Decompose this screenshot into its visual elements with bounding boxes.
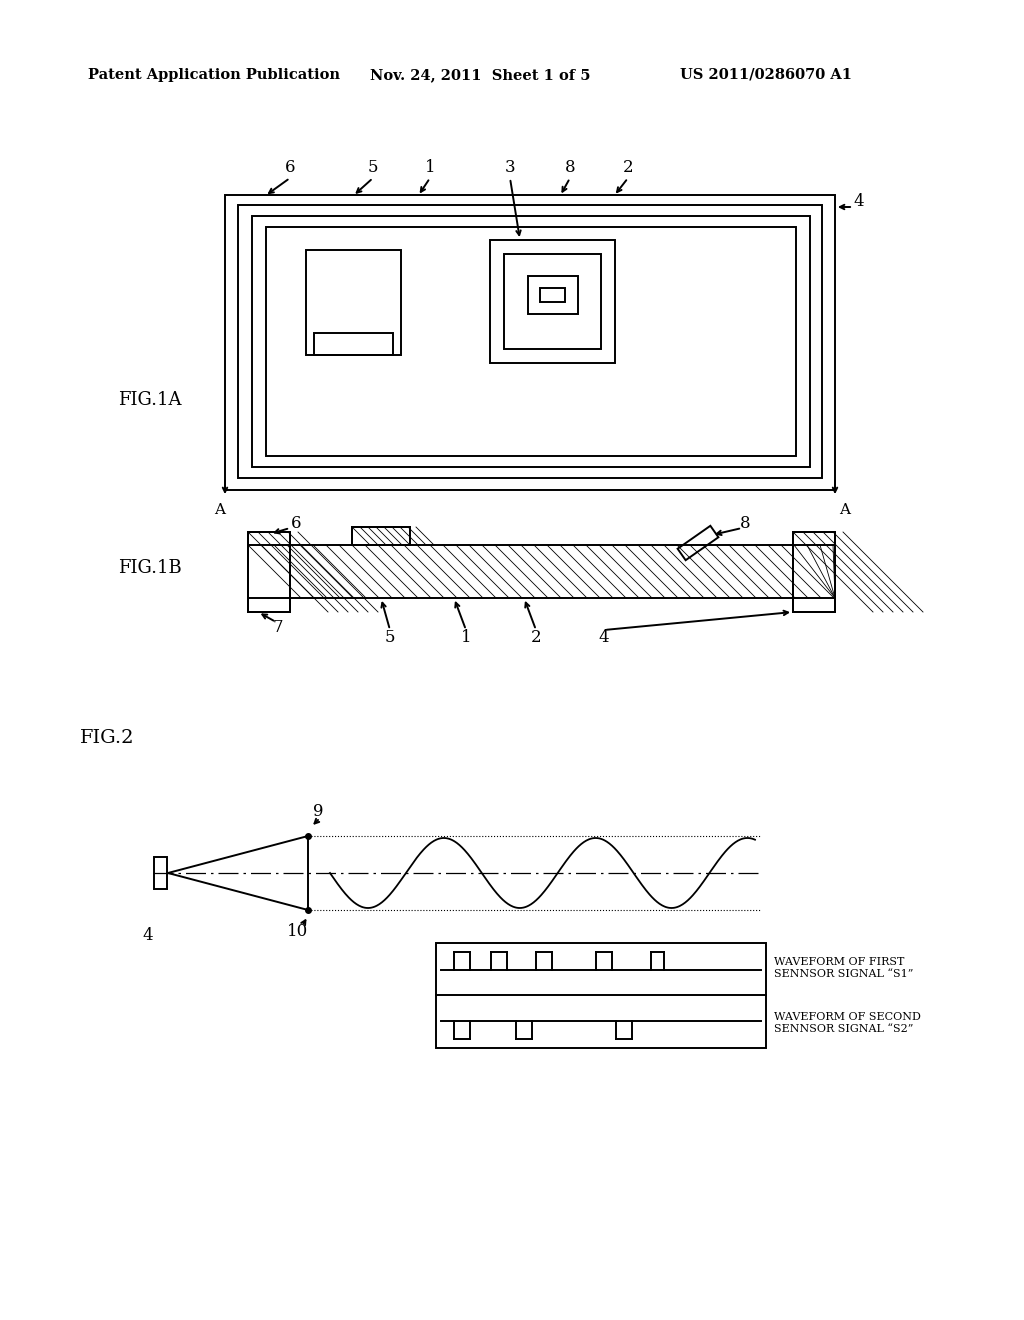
Bar bbox=[252, 216, 810, 467]
Text: 2: 2 bbox=[530, 630, 542, 647]
Text: WAVEFORM OF SECOND
SENNSOR SIGNAL “S2”: WAVEFORM OF SECOND SENNSOR SIGNAL “S2” bbox=[774, 1012, 921, 1034]
Text: 1: 1 bbox=[461, 630, 471, 647]
Text: 5: 5 bbox=[368, 160, 378, 177]
Bar bbox=[793, 532, 835, 612]
Bar bbox=[314, 333, 393, 355]
Text: Patent Application Publication: Patent Application Publication bbox=[88, 69, 340, 82]
Bar bbox=[225, 195, 835, 490]
Text: 6: 6 bbox=[291, 516, 301, 532]
Text: 6: 6 bbox=[285, 160, 295, 177]
Bar bbox=[352, 527, 410, 545]
Bar bbox=[540, 288, 565, 302]
Text: 8: 8 bbox=[739, 516, 751, 532]
Text: FIG.2: FIG.2 bbox=[80, 729, 134, 747]
Text: A: A bbox=[214, 503, 225, 517]
Text: 2: 2 bbox=[623, 160, 633, 177]
Text: 4: 4 bbox=[853, 194, 863, 210]
Text: 5: 5 bbox=[385, 630, 395, 647]
Bar bbox=[266, 227, 796, 455]
Text: 8: 8 bbox=[564, 160, 575, 177]
Text: 4: 4 bbox=[599, 630, 609, 647]
Text: 3: 3 bbox=[505, 160, 515, 177]
Bar bbox=[352, 527, 410, 545]
Text: Nov. 24, 2011  Sheet 1 of 5: Nov. 24, 2011 Sheet 1 of 5 bbox=[370, 69, 591, 82]
Bar bbox=[490, 240, 615, 363]
Polygon shape bbox=[678, 525, 719, 560]
Bar bbox=[248, 532, 290, 612]
Text: US 2011/0286070 A1: US 2011/0286070 A1 bbox=[680, 69, 852, 82]
Text: 4: 4 bbox=[142, 927, 154, 944]
Bar bbox=[154, 857, 167, 888]
Bar bbox=[238, 205, 822, 478]
Text: WAVEFORM OF FIRST
SENNSOR SIGNAL “S1”: WAVEFORM OF FIRST SENNSOR SIGNAL “S1” bbox=[774, 957, 913, 979]
Bar bbox=[528, 276, 578, 314]
Text: 1: 1 bbox=[425, 160, 435, 177]
Bar bbox=[436, 942, 766, 1048]
Bar bbox=[248, 532, 290, 612]
Bar bbox=[306, 249, 401, 355]
Bar bbox=[793, 532, 835, 612]
Text: FIG.1A: FIG.1A bbox=[118, 391, 181, 409]
Text: FIG.1B: FIG.1B bbox=[118, 558, 181, 577]
Text: 9: 9 bbox=[312, 804, 324, 821]
Text: 7: 7 bbox=[272, 619, 284, 636]
Bar bbox=[504, 253, 601, 348]
Text: A: A bbox=[840, 503, 851, 517]
Text: 10: 10 bbox=[288, 924, 308, 940]
